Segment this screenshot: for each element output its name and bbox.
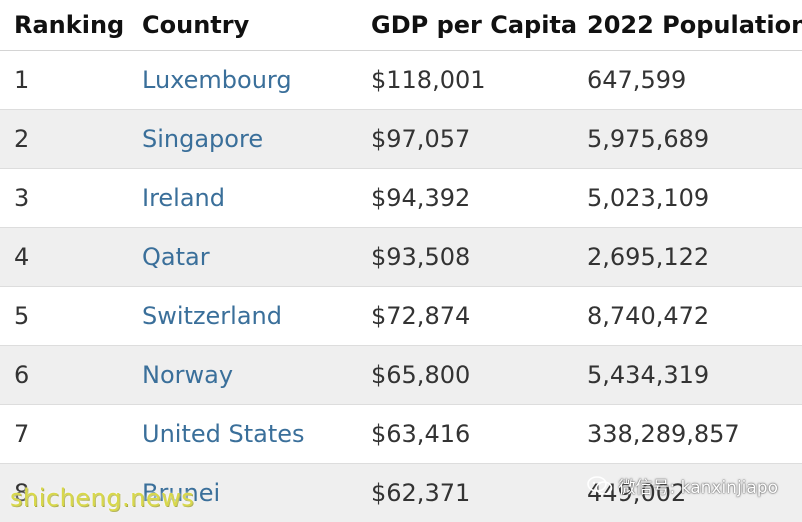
gdp-cell: $97,057 [357, 109, 573, 169]
table-row: 7 United States $63,416 338,289,857 [0, 404, 802, 464]
header-gdp-per-capita: GDP per Capita [357, 0, 577, 51]
wechat-watermark: 微信号: kanxinjiapo [586, 473, 778, 498]
population-cell: 5,975,689 [573, 109, 802, 169]
table-header: Ranking Country GDP per Capita 2022 Popu… [0, 0, 802, 51]
country-link[interactable]: Singapore [128, 109, 357, 169]
country-link[interactable]: Luxembourg [128, 50, 357, 110]
rank-cell: 3 [0, 168, 128, 228]
rank-cell: 2 [0, 109, 128, 169]
wechat-icon [586, 475, 612, 495]
wechat-id-text: 微信号: kanxinjiapo [618, 478, 778, 498]
gdp-cell: $65,800 [357, 345, 573, 405]
table-row: 8 Brunei $62,371 449,002 [0, 463, 802, 522]
country-link[interactable]: United States [128, 404, 357, 464]
gdp-cell: $94,392 [357, 168, 573, 228]
country-link[interactable]: Ireland [128, 168, 357, 228]
country-link[interactable]: Qatar [128, 227, 357, 287]
population-cell: 5,023,109 [573, 168, 802, 228]
table-row: 4 Qatar $93,508 2,695,122 [0, 227, 802, 287]
header-country: Country [128, 0, 357, 51]
gdp-cell: $63,416 [357, 404, 573, 464]
population-cell: 338,289,857 [573, 404, 802, 464]
gdp-cell: $93,508 [357, 227, 573, 287]
gdp-cell: $72,874 [357, 286, 573, 346]
rank-cell: 4 [0, 227, 128, 287]
header-population: 2022 Population [573, 0, 802, 51]
rank-cell: 6 [0, 345, 128, 405]
population-cell: 2,695,122 [573, 227, 802, 287]
table-row: 3 Ireland $94,392 5,023,109 [0, 168, 802, 228]
table-row: 2 Singapore $97,057 5,975,689 [0, 109, 802, 169]
population-cell: 647,599 [573, 50, 802, 110]
population-cell: 449,002 [573, 463, 802, 522]
rank-cell: 7 [0, 404, 128, 464]
gdp-cell: $118,001 [357, 50, 573, 110]
table-row: 6 Norway $65,800 5,434,319 [0, 345, 802, 405]
table-body: 1 Luxembourg $118,001 647,599 2 Singapor… [0, 50, 802, 522]
population-cell: 5,434,319 [573, 345, 802, 405]
rank-cell: 5 [0, 286, 128, 346]
population-cell: 8,740,472 [573, 286, 802, 346]
table-row: 5 Switzerland $72,874 8,740,472 [0, 286, 802, 346]
country-link[interactable]: Switzerland [128, 286, 357, 346]
header-row: Ranking Country GDP per Capita 2022 Popu… [0, 0, 802, 51]
rank-cell: 8 [0, 463, 128, 522]
rank-cell: 1 [0, 50, 128, 110]
site-watermark: shicheng.news [10, 484, 195, 512]
country-link[interactable]: Norway [128, 345, 357, 405]
gdp-cell: $62,371 [357, 463, 573, 522]
table-row: 1 Luxembourg $118,001 647,599 [0, 50, 802, 110]
header-ranking: Ranking [0, 0, 128, 51]
